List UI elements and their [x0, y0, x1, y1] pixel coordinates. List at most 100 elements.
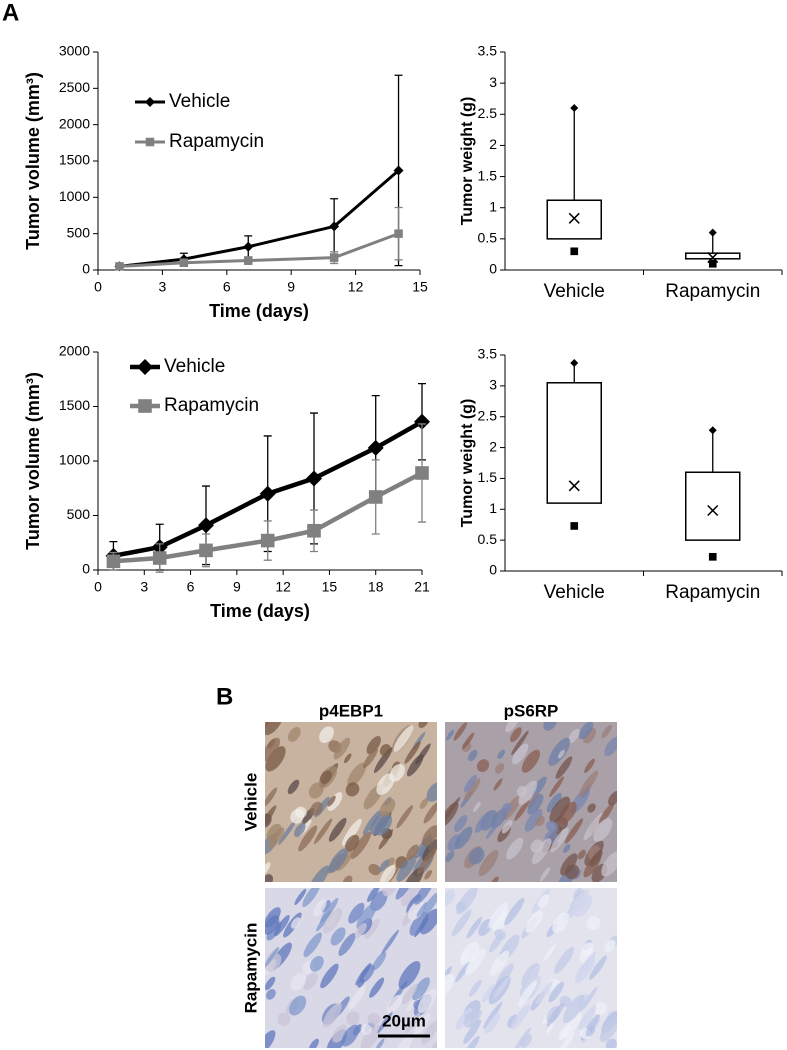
cell [488, 902, 509, 929]
cell [466, 916, 483, 939]
cell [490, 950, 510, 976]
micrograph [265, 722, 437, 882]
cell [268, 827, 285, 849]
cell [518, 780, 538, 805]
cell [531, 838, 552, 865]
cell [518, 980, 537, 1007]
cell [560, 853, 578, 876]
cell [598, 803, 614, 824]
cell [586, 915, 601, 930]
cell [291, 917, 301, 929]
cell [265, 915, 280, 935]
cell [472, 801, 481, 813]
x-tick-label: 6 [187, 579, 195, 595]
cell [369, 977, 385, 998]
marker [393, 165, 404, 176]
row-label: Rapamycin [241, 923, 260, 1014]
legend-marker [138, 399, 152, 413]
cell [604, 736, 617, 757]
cell [593, 818, 613, 842]
micrograph [445, 722, 617, 882]
legend-label: Rapamycin [164, 395, 259, 416]
cell [478, 850, 499, 877]
cell [601, 724, 612, 739]
cell [405, 1012, 421, 1034]
y-axis-label: Tumor volume (mm³) [23, 72, 43, 250]
cell [521, 749, 541, 773]
cell [266, 988, 276, 1000]
cell [265, 722, 285, 736]
cell [524, 808, 543, 832]
cell [577, 849, 586, 860]
cell [446, 729, 455, 741]
cell [578, 722, 594, 740]
micrograph [445, 888, 617, 1048]
cell [380, 864, 396, 882]
cell [608, 790, 617, 806]
cell [357, 978, 365, 988]
y-axis-label: Tumor weight (g) [459, 97, 476, 226]
cell [356, 903, 377, 930]
cell [568, 728, 580, 744]
cell [550, 827, 569, 853]
cell [416, 902, 428, 917]
cell [445, 796, 461, 824]
cell [396, 805, 413, 829]
cell [454, 826, 473, 850]
marker [570, 522, 579, 530]
cell [265, 787, 278, 807]
marker [394, 229, 403, 238]
cell [578, 770, 599, 798]
marker [708, 552, 717, 561]
cell [400, 888, 422, 907]
cell [289, 995, 307, 1016]
cell [422, 839, 437, 862]
cell [379, 798, 396, 817]
cell [445, 973, 455, 997]
cell [419, 908, 437, 935]
y-tick-label: 1500 [59, 397, 90, 413]
cell [529, 963, 541, 978]
cell [453, 722, 468, 741]
cell [360, 1024, 381, 1048]
cell [454, 815, 468, 832]
cell [290, 973, 307, 991]
cell [367, 1012, 381, 1026]
cell [548, 981, 564, 1003]
marker [152, 551, 167, 565]
cell [265, 976, 276, 991]
cell [562, 994, 585, 1024]
cell [362, 810, 381, 835]
cell [482, 984, 496, 1003]
cell [404, 741, 421, 764]
cell [587, 803, 596, 813]
cell [341, 1024, 360, 1047]
cell [445, 850, 455, 863]
marker [708, 426, 717, 435]
cell [419, 797, 429, 809]
cell [493, 975, 510, 999]
x-axis-label: Time (days) [210, 601, 310, 621]
cell [369, 811, 389, 836]
legend-marker [145, 97, 155, 107]
x-tick-label: Rapamycin [665, 281, 760, 302]
cell [557, 749, 565, 759]
cell [412, 977, 430, 1001]
cell [382, 888, 397, 897]
marker [244, 256, 253, 265]
box [546, 382, 602, 504]
cell [298, 825, 318, 852]
cell [463, 774, 477, 793]
cell [464, 778, 481, 801]
marker [414, 413, 430, 430]
cell [539, 866, 551, 882]
cell [589, 850, 603, 867]
panel-label: A [2, 0, 19, 26]
cell [601, 851, 617, 877]
cell [265, 722, 272, 732]
x-tick-label: 9 [233, 579, 241, 595]
cell [476, 759, 490, 772]
cell [386, 994, 402, 1014]
y-tick-label: 2.5 [478, 407, 498, 423]
column-label: pS6RP [504, 701, 559, 720]
